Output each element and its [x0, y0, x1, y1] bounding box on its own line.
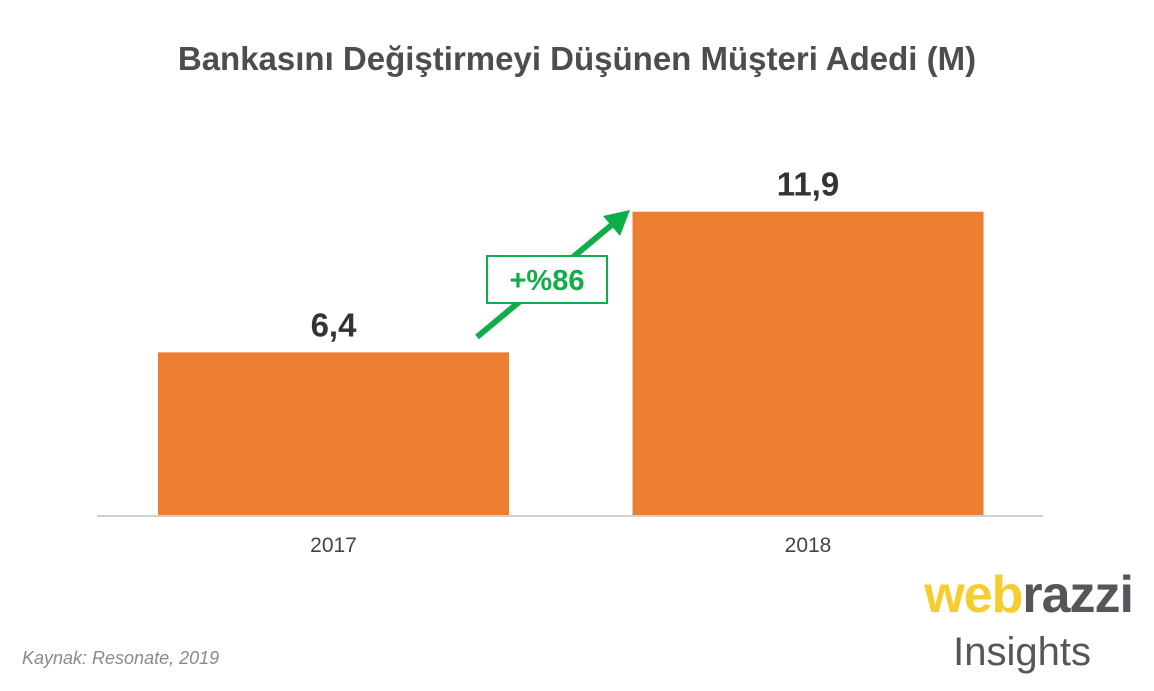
- webrazzi-logo: webrazzi Insights: [923, 566, 1134, 674]
- growth-label: +%86: [510, 265, 585, 297]
- data-label: 11,9: [777, 166, 839, 203]
- svg-text:Insights: Insights: [953, 630, 1091, 674]
- x-tick-label: 2017: [310, 534, 357, 557]
- source-note: Kaynak: Resonate, 2019: [22, 648, 219, 668]
- arrow-head-icon: [603, 210, 630, 236]
- chart-title: Bankasını Değiştirmeyi Düşünen Müşteri A…: [178, 40, 976, 77]
- svg-text:webrazzi: webrazzi: [923, 566, 1133, 624]
- growth-annotation: +%86: [475, 210, 630, 340]
- data-label: 6,4: [311, 306, 358, 343]
- bar-2017: [158, 352, 509, 516]
- x-tick-label: 2018: [785, 534, 832, 557]
- growth-box: [486, 255, 608, 304]
- bar-2018: [632, 211, 984, 516]
